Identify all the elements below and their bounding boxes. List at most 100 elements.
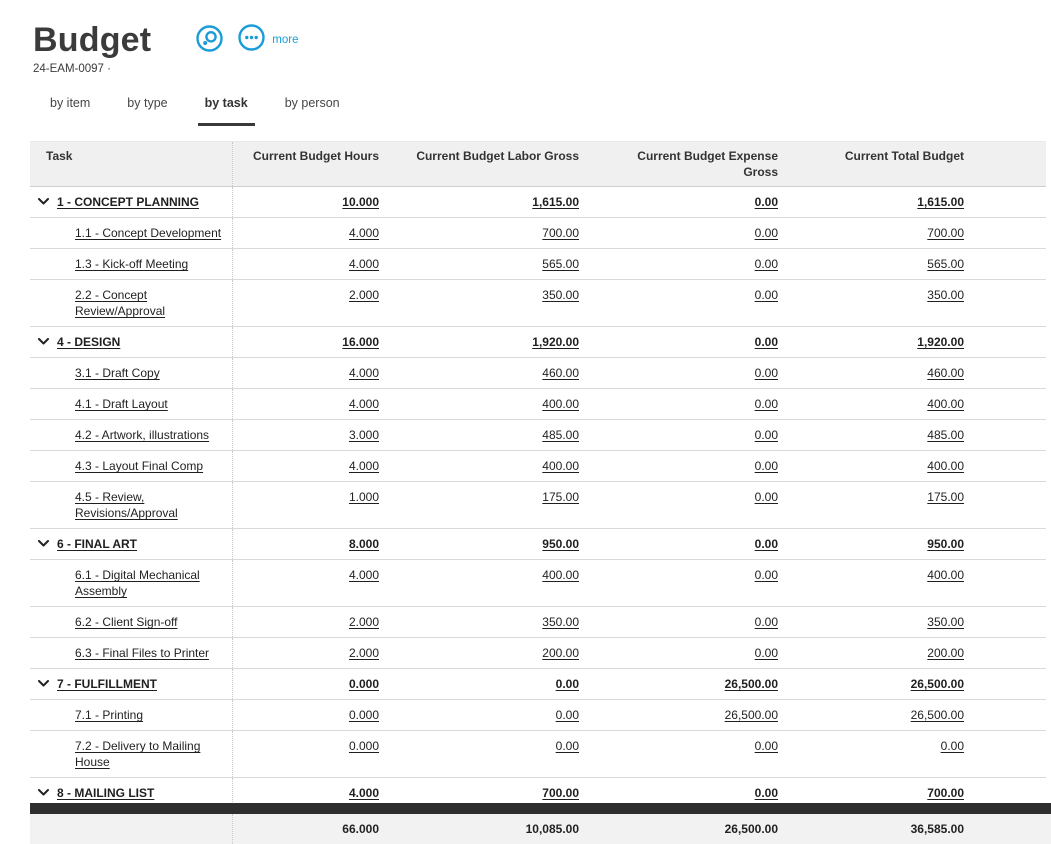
labor-gross-value[interactable]: 400.00 xyxy=(542,397,579,411)
total-budget-value[interactable]: 400.00 xyxy=(927,397,964,411)
task-link[interactable]: 4 - DESIGN xyxy=(57,335,121,349)
task-link[interactable]: 7 - FULFILLMENT xyxy=(57,677,157,691)
total-budget-value[interactable]: 1,920.00 xyxy=(917,335,964,349)
labor-gross-value[interactable]: 0.00 xyxy=(555,677,579,691)
total-budget-value[interactable]: 460.00 xyxy=(927,366,964,380)
task-link[interactable]: 6.2 - Client Sign-off xyxy=(75,615,178,629)
expense-gross-value[interactable]: 0.00 xyxy=(754,786,778,800)
tab-by-person[interactable]: by person xyxy=(284,96,340,110)
total-budget-value[interactable]: 175.00 xyxy=(927,490,964,504)
task-link[interactable]: 4.1 - Draft Layout xyxy=(75,397,168,411)
task-link[interactable]: 1.3 - Kick-off Meeting xyxy=(75,257,189,271)
expense-gross-value[interactable]: 0.00 xyxy=(754,428,778,442)
hours-value[interactable]: 4.000 xyxy=(348,397,379,411)
tab-by-task[interactable]: by task xyxy=(197,96,255,126)
chevron-down-icon[interactable] xyxy=(38,338,49,345)
task-link[interactable]: 6.3 - Final Files to Printer xyxy=(75,646,210,660)
total-budget-value[interactable]: 200.00 xyxy=(927,646,964,660)
labor-gross-value[interactable]: 0.00 xyxy=(555,708,579,722)
expense-gross-value[interactable]: 0.00 xyxy=(754,568,778,582)
total-budget-value[interactable]: 350.00 xyxy=(927,288,964,302)
total-budget-value[interactable]: 485.00 xyxy=(927,428,964,442)
labor-gross-value[interactable]: 700.00 xyxy=(542,226,579,240)
hours-value[interactable]: 4.000 xyxy=(348,459,379,473)
labor-gross-value[interactable]: 400.00 xyxy=(542,459,579,473)
horizontal-scrollbar[interactable] xyxy=(30,803,1051,814)
expense-gross-value[interactable]: 0.00 xyxy=(754,288,778,302)
tab-by-type[interactable]: by type xyxy=(127,96,168,110)
hours-value[interactable]: 4.000 xyxy=(348,568,379,582)
total-budget-value[interactable]: 350.00 xyxy=(927,615,964,629)
more-button[interactable]: more xyxy=(238,24,299,56)
chevron-down-icon[interactable] xyxy=(38,680,49,687)
task-link[interactable]: 1.1 - Concept Development xyxy=(75,226,222,240)
task-link[interactable]: 4.2 - Artwork, illustrations xyxy=(75,428,210,442)
total-budget-value[interactable]: 1,615.00 xyxy=(917,195,964,209)
hours-value[interactable]: 16.000 xyxy=(342,335,379,349)
hours-value[interactable]: 4.000 xyxy=(348,366,379,380)
task-link[interactable]: 6 - FINAL ART xyxy=(57,537,137,551)
hours-value[interactable]: 1.000 xyxy=(348,490,379,504)
total-budget-value[interactable]: 400.00 xyxy=(927,459,964,473)
expense-gross-value[interactable]: 0.00 xyxy=(754,537,778,551)
expense-gross-value[interactable]: 0.00 xyxy=(754,397,778,411)
labor-gross-value[interactable]: 400.00 xyxy=(542,568,579,582)
total-budget-value[interactable]: 26,500.00 xyxy=(910,677,964,691)
labor-gross-value[interactable]: 350.00 xyxy=(542,288,579,302)
tab-by-item[interactable]: by item xyxy=(50,96,91,110)
task-link[interactable]: 4.5 - Review, Revisions/Approval xyxy=(75,490,178,520)
expense-gross-value[interactable]: 0.00 xyxy=(754,646,778,660)
chevron-down-icon[interactable] xyxy=(38,789,49,796)
hours-value[interactable]: 4.000 xyxy=(348,226,379,240)
hours-value[interactable]: 4.000 xyxy=(348,257,379,271)
total-budget-value[interactable]: 950.00 xyxy=(927,537,964,551)
task-link[interactable]: 8 - MAILING LIST xyxy=(57,786,155,800)
expense-gross-value[interactable]: 0.00 xyxy=(754,366,778,380)
expense-gross-value[interactable]: 26,500.00 xyxy=(724,708,778,722)
expense-gross-value[interactable]: 0.00 xyxy=(754,335,778,349)
hours-value[interactable]: 0.000 xyxy=(348,708,379,722)
labor-gross-value[interactable]: 565.00 xyxy=(542,257,579,271)
hours-value[interactable]: 0.000 xyxy=(348,739,379,753)
task-link[interactable]: 3.1 - Draft Copy xyxy=(75,366,160,380)
task-link[interactable]: 2.2 - Concept Review/Approval xyxy=(75,288,166,318)
expense-gross-value[interactable]: 0.00 xyxy=(754,195,778,209)
hours-value[interactable]: 10.000 xyxy=(342,195,379,209)
expense-gross-value[interactable]: 0.00 xyxy=(754,739,778,753)
hours-value[interactable]: 8.000 xyxy=(348,537,379,551)
labor-gross-value[interactable]: 460.00 xyxy=(542,366,579,380)
total-budget-value[interactable]: 400.00 xyxy=(927,568,964,582)
labor-gross-value[interactable]: 485.00 xyxy=(542,428,579,442)
total-budget-value[interactable]: 565.00 xyxy=(927,257,964,271)
expense-gross-value[interactable]: 0.00 xyxy=(754,459,778,473)
task-link[interactable]: 7.1 - Printing xyxy=(75,708,144,722)
chevron-down-icon[interactable] xyxy=(38,198,49,205)
labor-gross-value[interactable]: 1,920.00 xyxy=(532,335,579,349)
expense-gross-value[interactable]: 0.00 xyxy=(754,226,778,240)
total-budget-value[interactable]: 26,500.00 xyxy=(910,708,964,722)
expense-gross-value[interactable]: 26,500.00 xyxy=(724,677,778,691)
hours-value[interactable]: 2.000 xyxy=(348,615,379,629)
task-link[interactable]: 4.3 - Layout Final Comp xyxy=(75,459,204,473)
hours-value[interactable]: 2.000 xyxy=(348,646,379,660)
labor-gross-value[interactable]: 950.00 xyxy=(542,537,579,551)
hours-value[interactable]: 0.000 xyxy=(348,677,379,691)
expense-gross-value[interactable]: 0.00 xyxy=(754,615,778,629)
task-link[interactable]: 7.2 - Delivery to Mailing House xyxy=(75,739,201,769)
hours-value[interactable]: 4.000 xyxy=(348,786,379,800)
total-budget-value[interactable]: 0.00 xyxy=(940,739,964,753)
labor-gross-value[interactable]: 200.00 xyxy=(542,646,579,660)
labor-gross-value[interactable]: 0.00 xyxy=(555,739,579,753)
chevron-down-icon[interactable] xyxy=(38,540,49,547)
total-budget-value[interactable]: 700.00 xyxy=(927,226,964,240)
labor-gross-value[interactable]: 700.00 xyxy=(542,786,579,800)
labor-gross-value[interactable]: 175.00 xyxy=(542,490,579,504)
labor-gross-value[interactable]: 350.00 xyxy=(542,615,579,629)
hours-value[interactable]: 3.000 xyxy=(348,428,379,442)
task-link[interactable]: 6.1 - Digital Mechanical Assembly xyxy=(75,568,200,598)
task-link[interactable]: 1 - CONCEPT PLANNING xyxy=(57,195,200,209)
labor-gross-value[interactable]: 1,615.00 xyxy=(532,195,579,209)
total-budget-value[interactable]: 700.00 xyxy=(927,786,964,800)
expense-gross-value[interactable]: 0.00 xyxy=(754,257,778,271)
search-button[interactable] xyxy=(196,25,223,54)
